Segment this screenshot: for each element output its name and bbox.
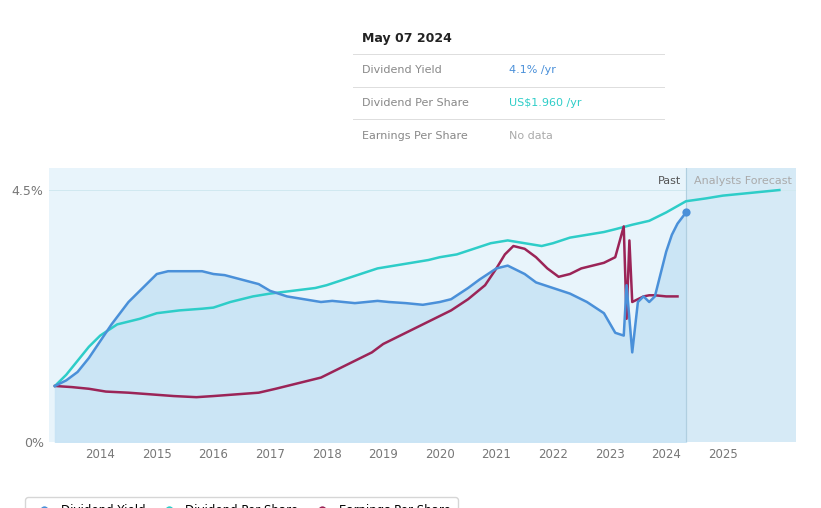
Text: No data: No data bbox=[509, 131, 553, 141]
Point bbox=[680, 208, 693, 216]
Text: US$1.960 /yr: US$1.960 /yr bbox=[509, 98, 581, 108]
Text: Analysts Forecast: Analysts Forecast bbox=[695, 176, 792, 186]
Text: Past: Past bbox=[658, 176, 681, 186]
Legend: Dividend Yield, Dividend Per Share, Earnings Per Share: Dividend Yield, Dividend Per Share, Earn… bbox=[25, 497, 457, 508]
Text: May 07 2024: May 07 2024 bbox=[362, 31, 452, 45]
Text: Earnings Per Share: Earnings Per Share bbox=[362, 131, 468, 141]
Text: 4.1% /yr: 4.1% /yr bbox=[509, 65, 556, 75]
Text: Dividend Per Share: Dividend Per Share bbox=[362, 98, 470, 108]
Bar bbox=[686, 168, 796, 442]
Text: Dividend Yield: Dividend Yield bbox=[362, 65, 443, 75]
